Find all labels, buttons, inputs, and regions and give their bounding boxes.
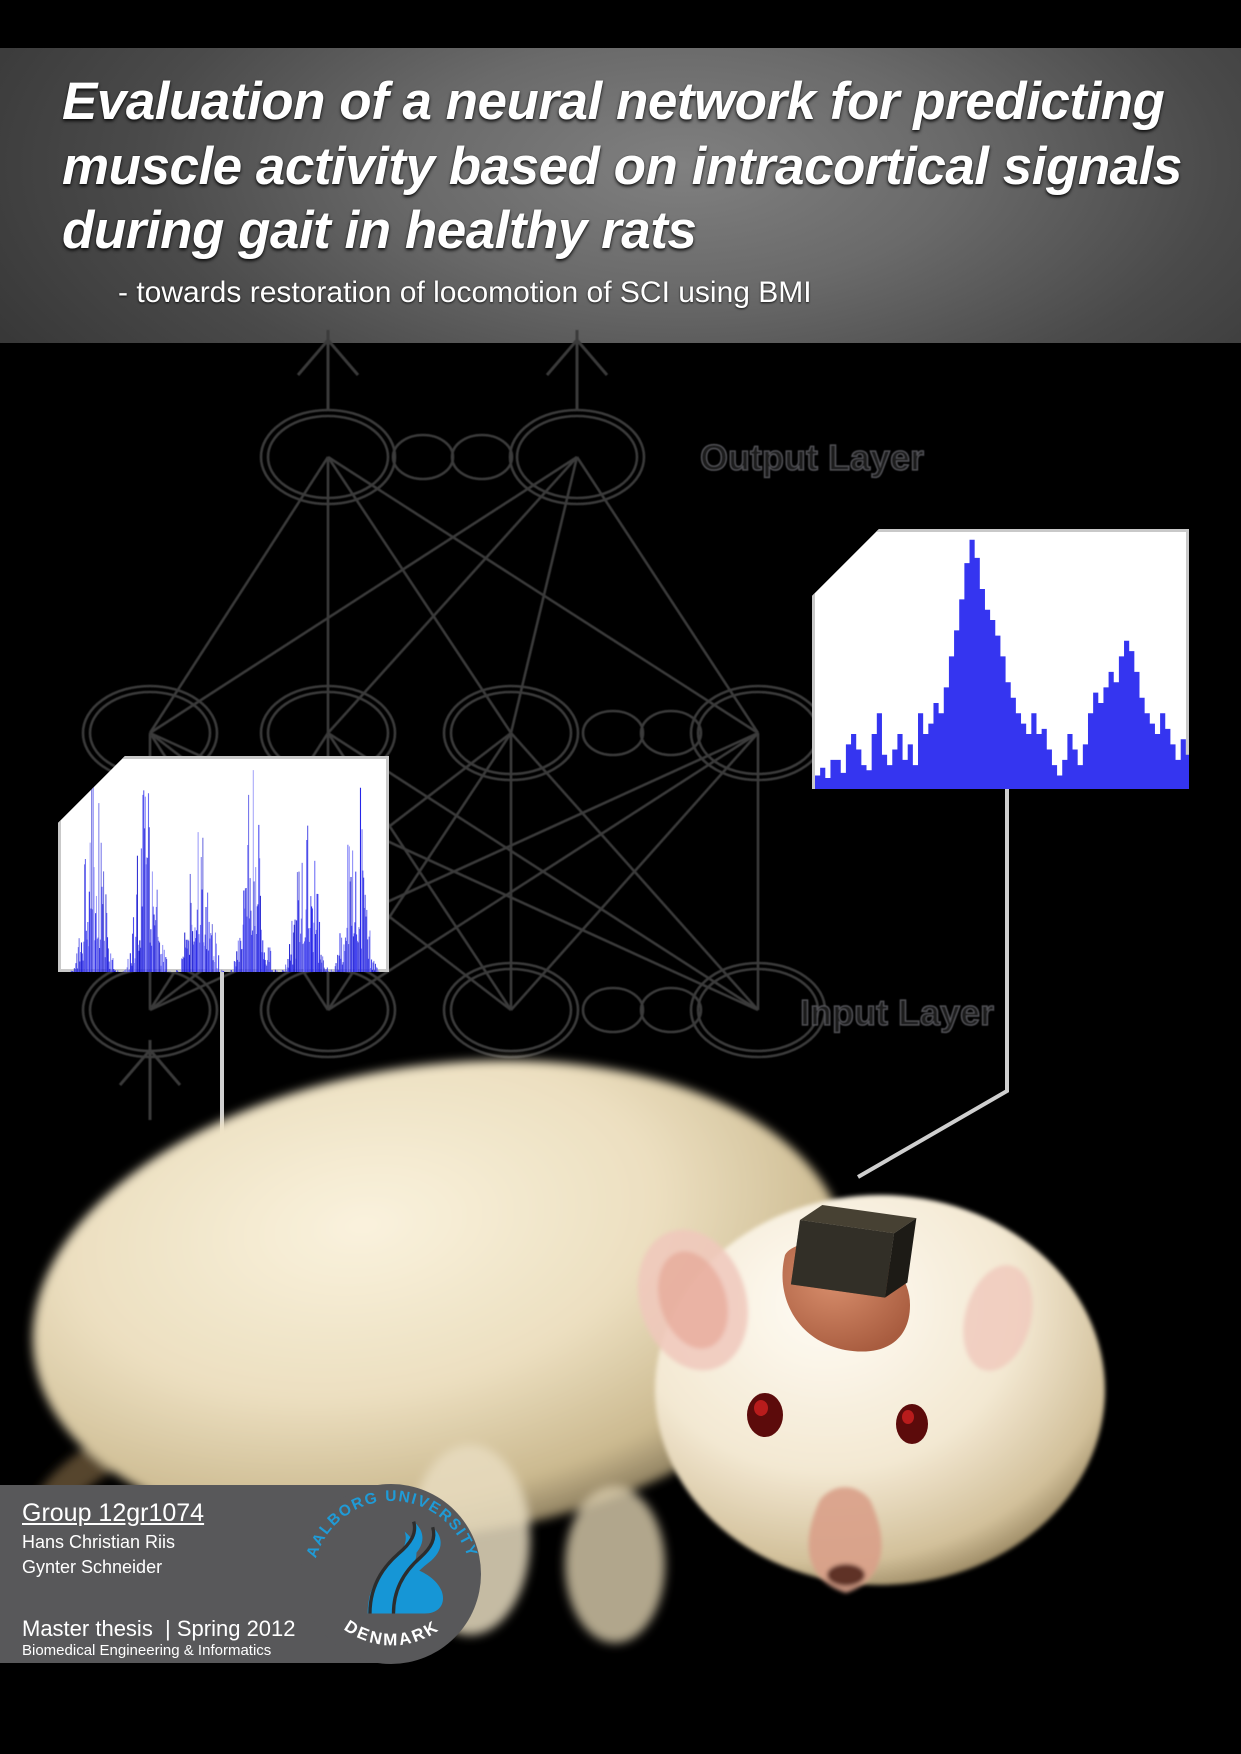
svg-text:DENMARK: DENMARK [341,1616,443,1649]
svg-text:AALBORG UNIVERSITY: AALBORG UNIVERSITY [303,1488,480,1560]
